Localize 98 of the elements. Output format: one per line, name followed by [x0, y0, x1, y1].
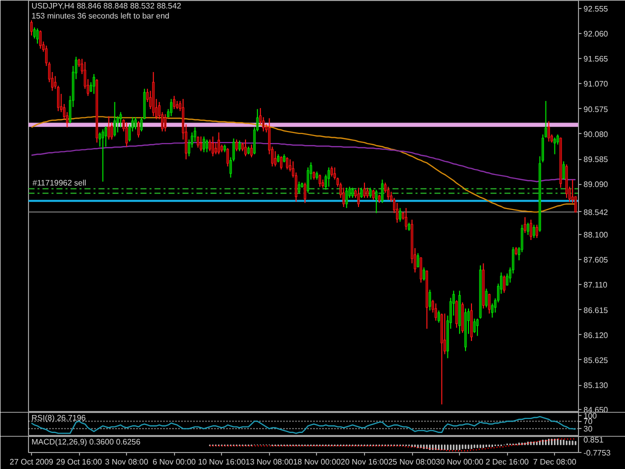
x-tick-label: 7 Dec 08:00 [533, 458, 577, 466]
candlestick [170, 98, 172, 117]
y-tick-label: 86.615 [584, 306, 609, 315]
candlestick [526, 222, 530, 236]
candlestick [125, 122, 128, 148]
y-tick-label: 88.542 [584, 208, 609, 217]
candlestick [491, 302, 494, 318]
candlestick [214, 142, 217, 155]
candlestick [114, 101, 116, 137]
candlestick [298, 181, 300, 194]
x-tick-label: 27 Oct 2009 [10, 458, 54, 466]
y-tick-label: 70 [584, 417, 593, 426]
candlestick [328, 166, 330, 188]
y-tick-label: 85.130 [584, 381, 609, 390]
x-tick-label: 20 Nov 16:00 [340, 458, 389, 466]
x-tick-label: 18 Nov 00:00 [293, 458, 342, 466]
candlestick [202, 136, 206, 153]
y-tick-label: 92.060 [584, 29, 609, 38]
candlestick [502, 275, 506, 294]
y-tick-label: 91.565 [584, 54, 609, 64]
chart-title: USDJPY,H4 88.846 88.848 88.532 88.542 [32, 2, 182, 10]
chart-title: MACD(12,26,9) 0.3600 0.6256 [32, 438, 142, 446]
x-tick-label: 6 Nov 00:00 [152, 458, 196, 466]
candlestick [363, 182, 366, 198]
y-tick-label: 30 [584, 424, 593, 434]
candlestick [235, 139, 238, 152]
x-tick-label: 29 Oct 16:00 [56, 458, 102, 466]
candlestick [238, 140, 241, 152]
candlestick [280, 156, 282, 170]
candlestick [33, 26, 36, 40]
y-tick-label: 86.120 [584, 330, 609, 340]
y-tick-label: 85.625 [584, 356, 609, 365]
candlestick [476, 318, 479, 336]
candlestick [387, 186, 390, 200]
y-tick-label: 92.555 [584, 4, 609, 14]
candlestick [172, 95, 176, 110]
candlestick [36, 28, 39, 44]
y-tick-label: 88.100 [584, 230, 609, 240]
candlestick [473, 318, 476, 334]
candlestick [226, 148, 229, 167]
y-tick-label: 91.070 [584, 80, 609, 89]
candlestick [330, 166, 333, 178]
candlestick [434, 302, 437, 322]
candlestick [455, 300, 458, 328]
x-tick-label: 30 Nov 00:00 [436, 458, 484, 466]
y-tick-label: 90.575 [584, 104, 609, 114]
candlestick [422, 266, 426, 282]
candlestick [286, 156, 288, 170]
candlestick [366, 187, 369, 198]
candlestick [351, 187, 354, 198]
candlestick [548, 120, 550, 142]
chart-title: RSI(8) 26.7196 [32, 414, 86, 422]
candlestick [306, 166, 310, 194]
candlestick [416, 252, 420, 268]
x-tick-label: 2 Dec 16:00 [486, 458, 530, 466]
y-tick-label: 90.080 [584, 130, 609, 139]
candlestick [428, 289, 432, 312]
candlestick [438, 310, 440, 324]
x-tick-label: 10 Nov 16:00 [198, 458, 246, 466]
candlestick [318, 174, 322, 188]
candlestick [274, 150, 276, 167]
candlestick [488, 293, 491, 314]
candlestick [218, 132, 220, 155]
candlestick [562, 160, 565, 180]
candlestick [102, 128, 104, 182]
candlestick [398, 208, 402, 222]
candlestick [369, 187, 372, 198]
y-tick-label: 87.110 [584, 280, 608, 290]
candlestick [530, 219, 532, 240]
candlestick [375, 189, 378, 214]
candlestick [212, 136, 214, 157]
ref-line-label: #11719962 sell [32, 178, 86, 188]
text: 153 minutes 36 seconds left to bar end [32, 12, 170, 20]
candlestick [108, 116, 110, 140]
candlestick [554, 136, 556, 155]
candlestick [345, 187, 348, 209]
y-tick-label: 0.851 [584, 436, 604, 444]
y-tick-label: 87.605 [584, 256, 609, 265]
x-tick-label: 3 Nov 08:00 [105, 458, 149, 466]
x-tick-label: 25 Nov 08:00 [388, 458, 436, 466]
candlestick [404, 208, 408, 230]
candlestick [396, 202, 398, 224]
y-tick-label: 89.585 [584, 155, 609, 164]
y-tick-label: 89.090 [584, 180, 609, 190]
candlestick [200, 136, 202, 152]
candlestick [485, 288, 488, 308]
candlestick [372, 189, 375, 200]
candlestick [532, 224, 536, 238]
candlestick [39, 30, 42, 50]
candlestick [381, 179, 384, 204]
line-series [30, 416, 576, 434]
x-tick-label: 13 Nov 08:00 [246, 458, 294, 466]
candlestick [420, 256, 422, 284]
candlestick [164, 114, 166, 132]
candlestick [536, 224, 538, 238]
candlestick [206, 139, 208, 153]
candlestick [92, 74, 96, 94]
y-tick-label: -0.7753 [584, 448, 612, 458]
